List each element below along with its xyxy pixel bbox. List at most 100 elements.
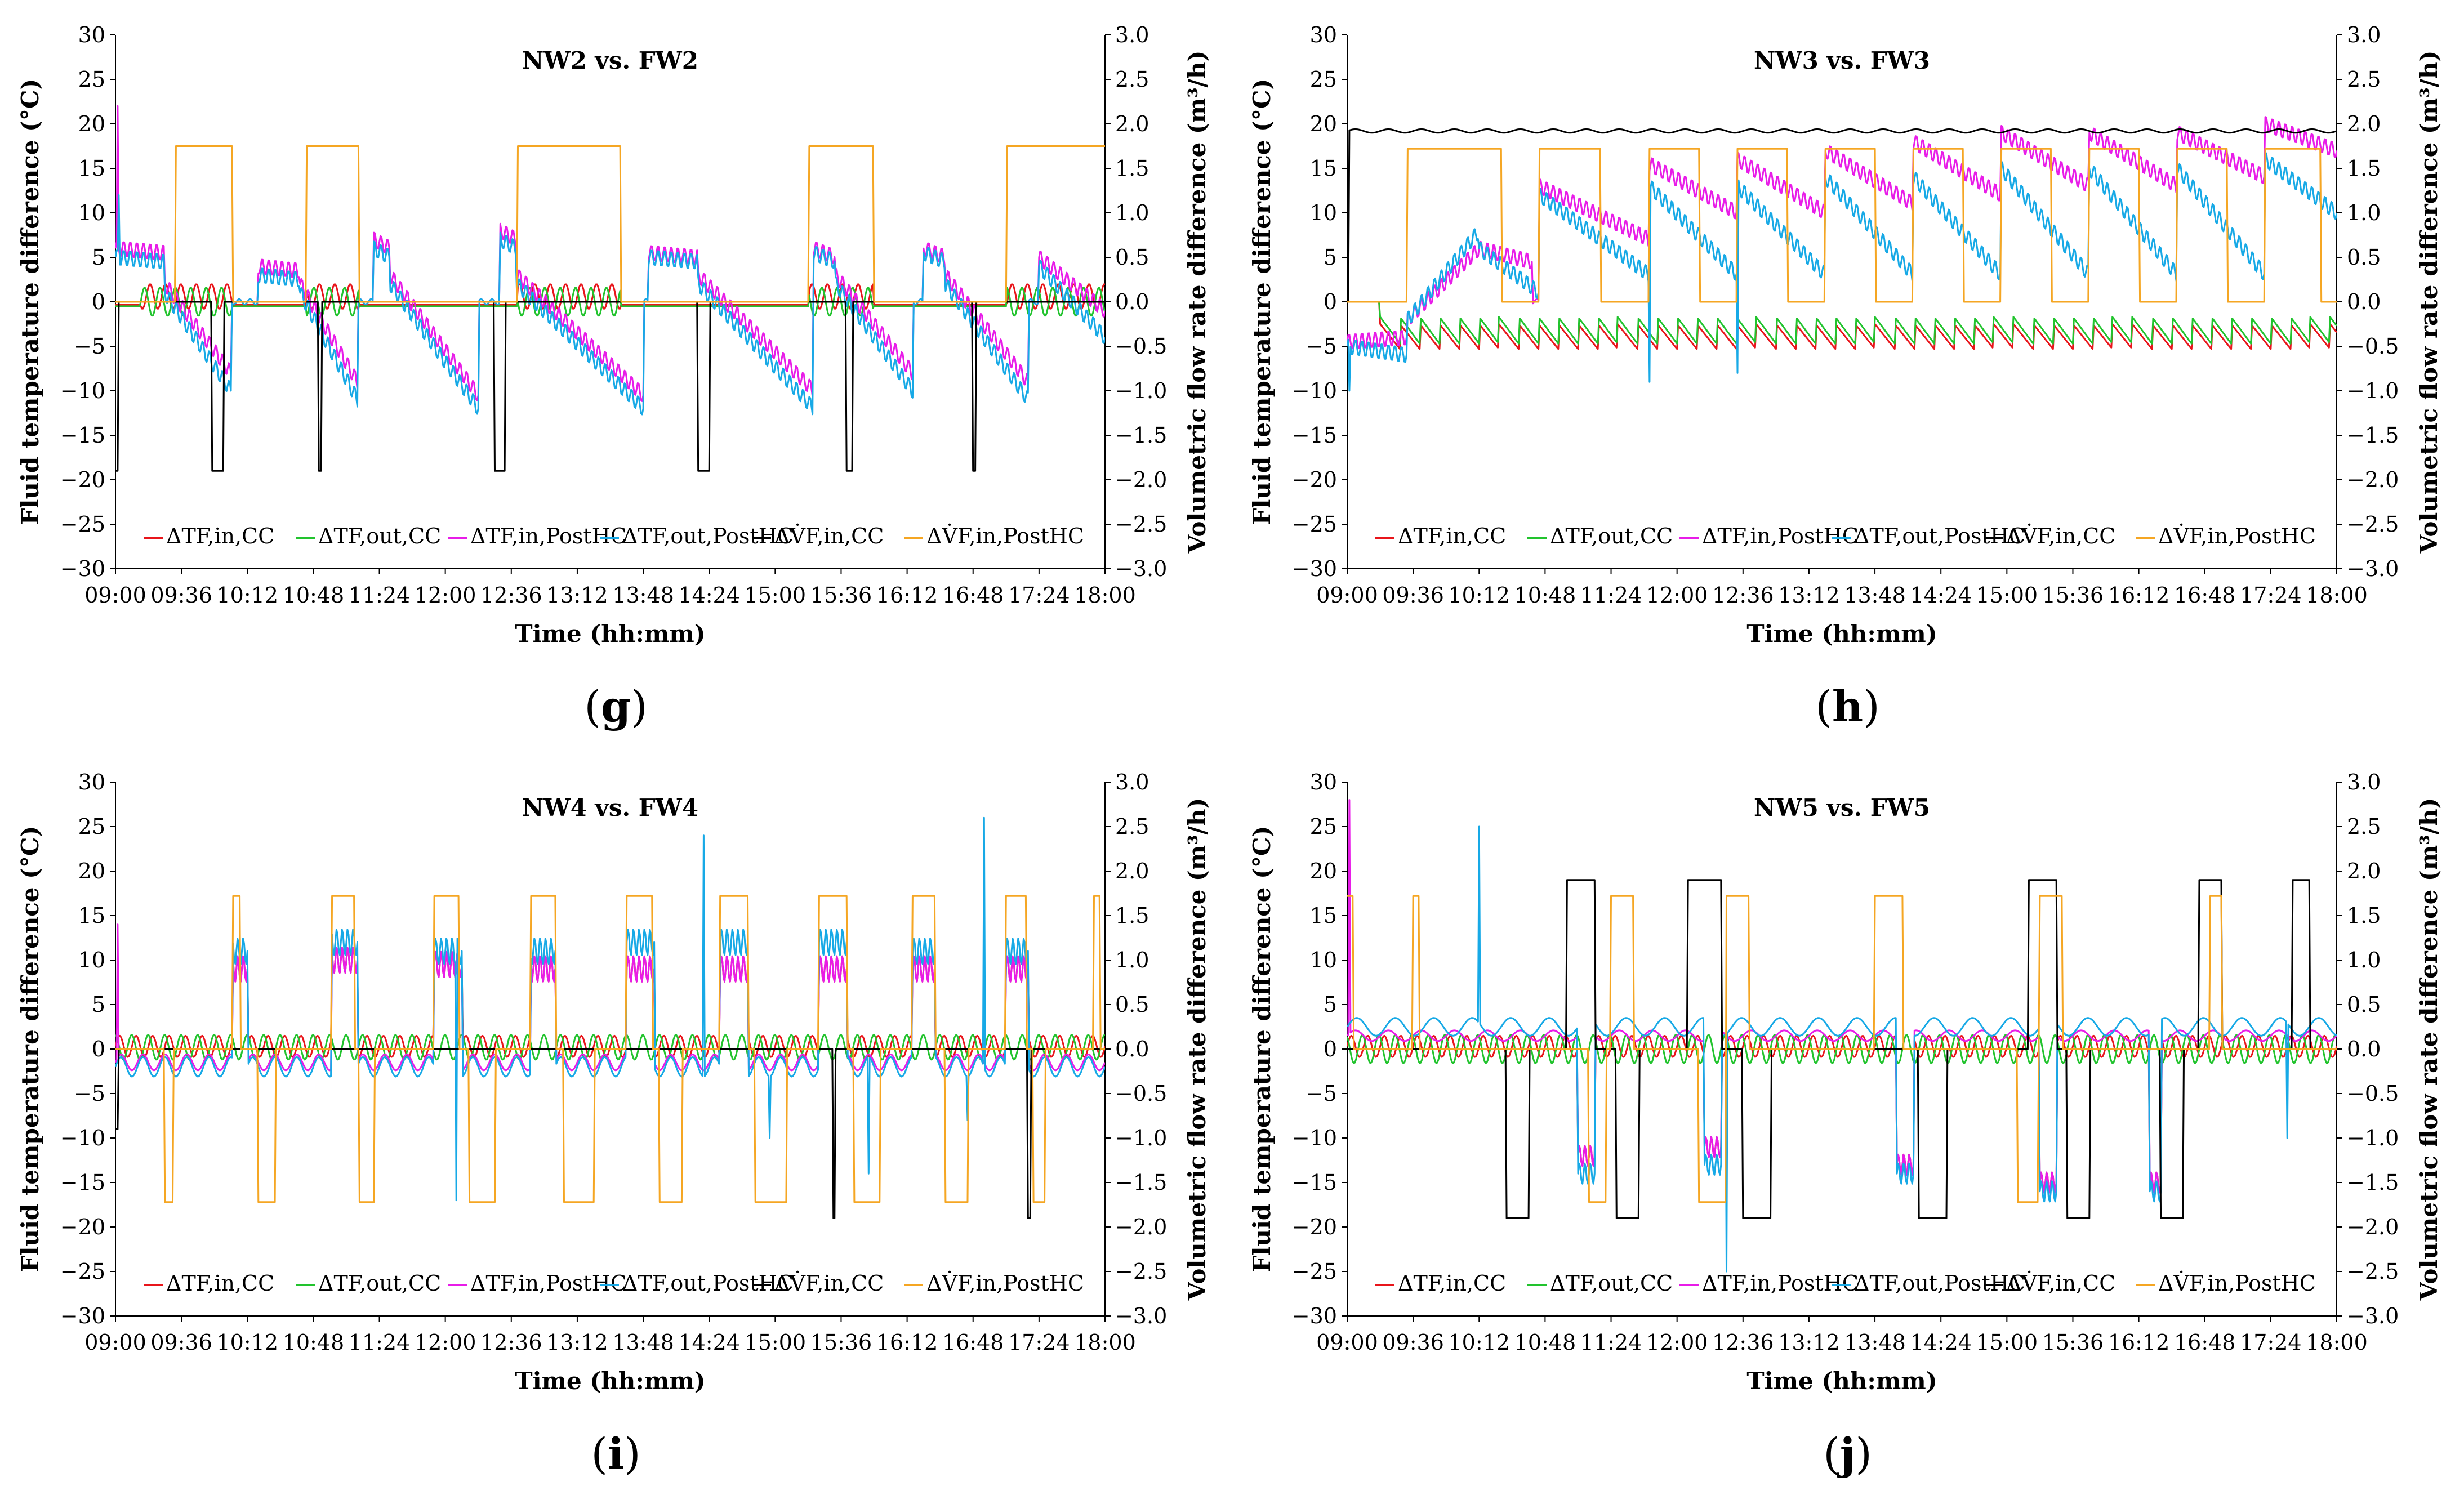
y-tick-label: −25 xyxy=(60,512,105,537)
x-axis-label: Time (hh:mm) xyxy=(1746,1367,1937,1395)
y2-tick-label: −1.0 xyxy=(1115,378,1167,403)
x-tick-label: 13:12 xyxy=(546,1330,608,1355)
y-tick-label: −5 xyxy=(74,1081,105,1106)
y-tick-label: 15 xyxy=(1310,156,1337,181)
x-tick-label: 13:12 xyxy=(1778,1330,1840,1355)
legend-label: ΔTF,out,CC xyxy=(1550,1271,1673,1296)
x-tick-label: 16:48 xyxy=(2174,583,2236,608)
x-tick-label: 09:36 xyxy=(150,1330,212,1355)
y-axis-label: Fluid temperature difference (°C) xyxy=(1248,79,1276,525)
x-tick-label: 18:00 xyxy=(1074,1330,1136,1355)
x-tick-label: 13:48 xyxy=(612,583,674,608)
x-tick-label: 11:24 xyxy=(349,1330,411,1355)
x-tick-label: 16:48 xyxy=(942,1330,1004,1355)
x-tick-label: 10:48 xyxy=(1514,1330,1576,1355)
y-tick-label: 30 xyxy=(78,23,105,47)
y-tick-label: −15 xyxy=(1292,423,1337,448)
y2-tick-label: 3.0 xyxy=(2347,23,2381,47)
y2-tick-label: 0.5 xyxy=(2347,992,2381,1017)
legend-label: ΔTF,in,CC xyxy=(166,1271,274,1296)
x-tick-label: 17:24 xyxy=(2240,583,2302,608)
x-tick-label: 13:48 xyxy=(612,1330,674,1355)
panel-label-h: (h) xyxy=(1815,681,1880,731)
legend-label: ΔTF,in,PostHC xyxy=(1702,1271,1859,1296)
chart-panel-g: 30 25 20 15 10 5 0 −5 −10 −15 −20 −25 −30 3.0 2.5 2.0 1.… xyxy=(0,0,1232,747)
y2-tick-label: 3.0 xyxy=(1115,770,1149,795)
chart-title: NW3 vs. FW3 xyxy=(1754,47,1930,74)
chart-panel-i: 30 25 20 15 10 5 0 −5 −10 −15 −20 −25 −30 3.0 2.5 2.0 1.… xyxy=(0,747,1232,1494)
x-tick-label: 18:00 xyxy=(2306,1330,2368,1355)
y2-tick-label: −1.0 xyxy=(2347,1126,2399,1150)
y2-tick-label: 2.5 xyxy=(1115,814,1149,839)
x-tick-label: 09:36 xyxy=(1382,1330,1444,1355)
y2-tick-label: 1.5 xyxy=(2347,156,2381,181)
x-tick-label: 13:48 xyxy=(1844,583,1906,608)
legend-label: ΔV̇F,in,CC xyxy=(774,1271,884,1296)
y-tick-label: 0 xyxy=(1324,1037,1337,1061)
chart-panel-h: 30 25 20 15 10 5 0 −5 −10 −15 −20 −25 −30 3.0 2.5 2.0 1.… xyxy=(1232,0,2463,747)
y2-tick-label: 2.0 xyxy=(1115,859,1149,883)
x-tick-label: 11:24 xyxy=(1580,583,1642,608)
x-tick-label: 12:36 xyxy=(480,583,542,608)
x-tick-label: 14:24 xyxy=(678,1330,740,1355)
y2-tick-label: −3.0 xyxy=(1115,1304,1167,1328)
y2-tick-label: 3.0 xyxy=(1115,23,1149,47)
x-tick-label: 12:00 xyxy=(1646,583,1708,608)
y2-tick-label: −1.5 xyxy=(1115,423,1167,448)
y-tick-label: 25 xyxy=(1310,814,1337,839)
x-tick-label: 16:48 xyxy=(942,583,1004,608)
y-tick-label: −20 xyxy=(60,467,105,492)
chart-panel-j: 30 25 20 15 10 5 0 −5 −10 −15 −20 −25 −30 3.0 2.5 2.0 1.… xyxy=(1232,747,2463,1494)
y2-tick-label: −3.0 xyxy=(2347,1304,2399,1328)
y-tick-label: 20 xyxy=(78,111,105,136)
legend-label: ΔTF,out,CC xyxy=(318,524,441,548)
y2-tick-label: 1.0 xyxy=(1115,200,1149,225)
y2-tick-label: 1.5 xyxy=(1115,156,1149,181)
x-tick-label: 15:00 xyxy=(1976,583,2038,608)
x-tick-label: 16:48 xyxy=(2174,1330,2236,1355)
y-tick-label: −25 xyxy=(1292,512,1337,537)
y2-tick-label: −3.0 xyxy=(2347,556,2399,581)
plot-area xyxy=(1347,799,2337,1273)
y-axis-label: Fluid temperature difference (°C) xyxy=(16,79,44,525)
plot-area xyxy=(1347,116,2337,392)
chart-svg-j: 30 25 20 15 10 5 0 −5 −10 −15 −20 −25 −30 3.0 2.5 2.0 1.… xyxy=(1248,770,2443,1395)
y-tick-label: −20 xyxy=(60,1215,105,1239)
y2-tick-label: −2.5 xyxy=(1115,512,1167,537)
y2-tick-label: 0.5 xyxy=(1115,992,1149,1017)
y2-tick-label: −2.5 xyxy=(2347,512,2399,537)
legend-label: ΔV̇F,in,PostHC xyxy=(2158,524,2316,548)
x-tick-label: 16:12 xyxy=(2108,583,2170,608)
y-tick-label: 30 xyxy=(1310,23,1337,47)
y2-tick-label: −0.5 xyxy=(1115,1081,1167,1106)
y-tick-label: −30 xyxy=(60,556,105,581)
chart-title: NW2 vs. FW2 xyxy=(522,47,698,74)
x-tick-label: 10:12 xyxy=(1449,1330,1511,1355)
chart-title: NW5 vs. FW5 xyxy=(1754,794,1930,822)
y2-tick-label: 2.5 xyxy=(1115,67,1149,92)
x-tick-label: 09:00 xyxy=(84,583,146,608)
legend-label: ΔV̇F,in,PostHC xyxy=(2158,1271,2316,1296)
x-tick-label: 09:36 xyxy=(150,583,212,608)
series-line-dV-in-cc xyxy=(115,1048,1105,1219)
y-tick-label: −10 xyxy=(60,1126,105,1150)
x-tick-label: 10:48 xyxy=(283,1330,345,1355)
panel-label-i: (i) xyxy=(591,1429,641,1479)
y-tick-label: −25 xyxy=(60,1259,105,1284)
y2-axis-label: Volumetric flow rate difference (m³/h) xyxy=(2415,51,2443,554)
x-axis-label: Time (hh:mm) xyxy=(1746,620,1937,648)
legend-label: ΔV̇F,in,CC xyxy=(2006,524,2115,548)
panel-label-g: (g) xyxy=(584,681,648,731)
legend-label: ΔTF,out,CC xyxy=(318,1271,441,1296)
x-tick-label: 09:00 xyxy=(1316,583,1378,608)
x-tick-label: 15:00 xyxy=(1976,1330,2038,1355)
x-tick-label: 17:24 xyxy=(2240,1330,2302,1355)
y-tick-label: 25 xyxy=(78,814,105,839)
y-tick-label: −5 xyxy=(74,334,105,359)
y2-tick-label: 1.5 xyxy=(2347,903,2381,928)
y-tick-label: 0 xyxy=(92,1037,105,1061)
y-tick-label: −15 xyxy=(60,423,105,448)
plot-area xyxy=(115,105,1105,472)
y-tick-label: −10 xyxy=(60,378,105,403)
y2-tick-label: −3.0 xyxy=(1115,556,1167,581)
